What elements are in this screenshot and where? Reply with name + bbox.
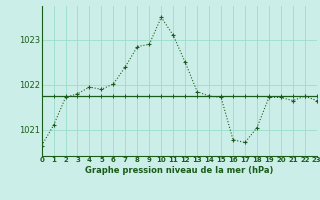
X-axis label: Graphe pression niveau de la mer (hPa): Graphe pression niveau de la mer (hPa) (85, 166, 273, 175)
